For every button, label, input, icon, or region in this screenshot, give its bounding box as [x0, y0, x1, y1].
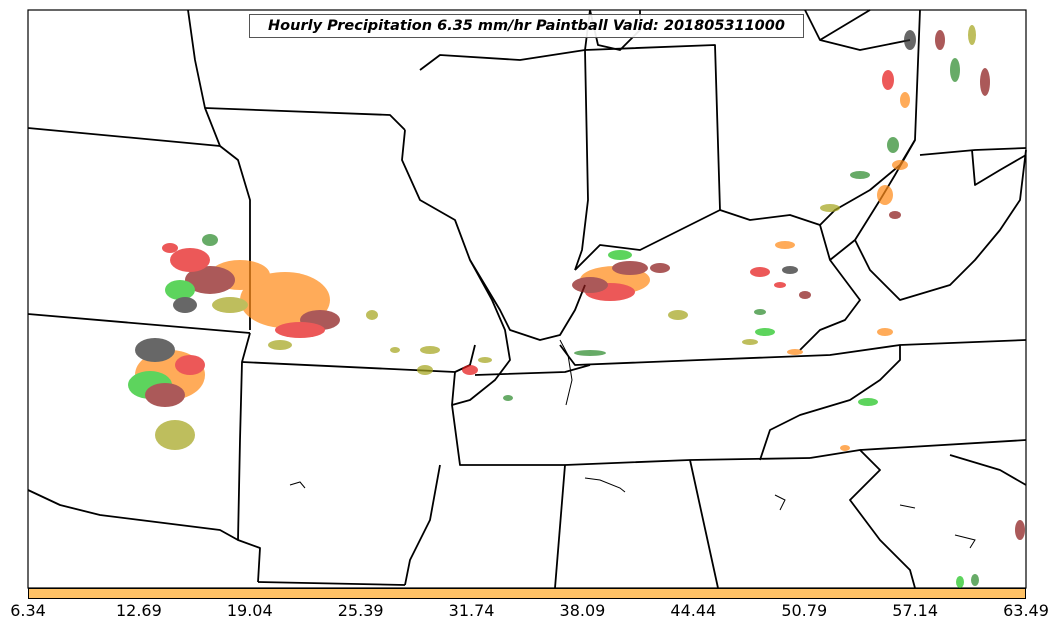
precip-blob [887, 137, 899, 153]
precip-blob [782, 266, 798, 274]
precip-blob [170, 248, 210, 272]
precip-blobs [128, 25, 1025, 588]
colorbar-tick-label: 12.69 [115, 601, 162, 620]
precip-blob [840, 445, 850, 451]
precip-blob [935, 30, 945, 50]
colorbar-tick-label: 44.44 [670, 601, 717, 620]
precip-blob [877, 328, 893, 336]
precip-blob [750, 267, 770, 277]
precip-blob [980, 68, 990, 96]
coastline-features [289, 339, 976, 549]
precip-blob [1015, 520, 1025, 540]
precip-blob [612, 261, 648, 275]
precip-blob [754, 309, 766, 315]
precip-blob [420, 346, 440, 354]
colorbar-tick-label: 50.79 [781, 601, 828, 620]
precip-blob [956, 576, 964, 588]
precip-blob [162, 243, 178, 253]
colorbar-tick-label: 57.14 [892, 601, 939, 620]
precip-blob [775, 241, 795, 249]
precip-blob [145, 383, 185, 407]
precip-blob [478, 357, 492, 363]
precip-blob [165, 280, 195, 300]
precip-blob [202, 234, 218, 246]
colorbar-tick-label: 31.74 [448, 601, 495, 620]
precip-blob [268, 340, 292, 350]
precip-blob [155, 420, 195, 450]
precip-blob [820, 204, 840, 212]
precip-blob [417, 365, 433, 375]
precip-blob [971, 574, 979, 586]
precip-blob [366, 310, 378, 320]
precip-blob [892, 160, 908, 170]
precip-blob [175, 355, 205, 375]
precip-blob [877, 185, 893, 205]
precip-blob [212, 297, 248, 313]
precip-blob [650, 263, 670, 273]
precip-blob [755, 328, 775, 336]
precip-blob [889, 211, 901, 219]
colorbar-tick-label: 63.49 [1003, 601, 1049, 620]
precip-blob [668, 310, 688, 320]
precip-blob [135, 338, 175, 362]
precip-blob [390, 347, 400, 353]
state-boundaries [27, 9, 1027, 589]
precip-blob [858, 398, 878, 406]
precip-blob [185, 266, 235, 294]
precip-blob [882, 70, 894, 90]
precip-blob [968, 25, 976, 45]
map-title: Hourly Precipitation 6.35 mm/hr Paintbal… [249, 14, 804, 38]
precip-blob [462, 365, 478, 375]
precip-blob [850, 171, 870, 179]
colorbar-tick-label: 6.34 [10, 601, 46, 620]
precip-blob [774, 282, 786, 288]
precip-blob [904, 30, 916, 50]
precip-blob [787, 349, 803, 355]
colorbar-tick-label: 38.09 [559, 601, 606, 620]
colorbar-tick-label: 19.04 [226, 601, 273, 620]
precip-blob [900, 92, 910, 108]
precip-blob [173, 297, 197, 313]
colorbar [28, 588, 1026, 599]
precip-blob [503, 395, 513, 401]
precip-blob [950, 58, 960, 82]
colorbar-tick-label: 25.39 [337, 601, 384, 620]
precip-blob [574, 350, 606, 356]
precip-blob [799, 291, 811, 299]
precip-blob [572, 277, 608, 293]
precip-blob [742, 339, 758, 345]
precip-blob [608, 250, 632, 260]
precip-blob [275, 322, 325, 338]
